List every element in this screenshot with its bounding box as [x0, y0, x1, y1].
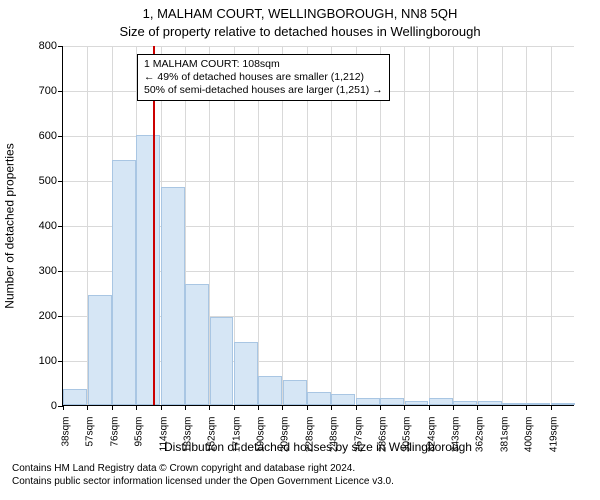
y-tick-label: 300 — [17, 265, 57, 277]
y-tick-label: 800 — [17, 40, 57, 52]
y-tick-mark — [58, 361, 63, 362]
x-tick-mark — [429, 405, 430, 410]
histogram-bar — [551, 403, 575, 405]
x-tick-mark — [307, 405, 308, 410]
histogram-bar — [526, 403, 550, 405]
histogram-plot: 1 MALHAM COURT: 108sqm← 49% of detached … — [62, 46, 574, 406]
histogram-bar — [88, 295, 112, 405]
gridline-h — [63, 46, 574, 47]
y-tick-mark — [58, 271, 63, 272]
histogram-bar — [453, 401, 477, 405]
y-tick-label: 100 — [17, 355, 57, 367]
x-tick-mark — [87, 405, 88, 410]
histogram-bar — [307, 392, 331, 406]
annotation-line: 1 MALHAM COURT: 108sqm — [144, 58, 383, 71]
x-tick-mark — [502, 405, 503, 410]
x-tick-mark — [551, 405, 552, 410]
histogram-bar — [356, 398, 380, 405]
annotation-box: 1 MALHAM COURT: 108sqm← 49% of detached … — [137, 54, 390, 101]
x-tick-mark — [380, 405, 381, 410]
y-tick-label: 200 — [17, 310, 57, 322]
y-tick-label: 600 — [17, 130, 57, 142]
page: 1, MALHAM COURT, WELLINGBOROUGH, NN8 5QH… — [0, 0, 600, 500]
x-tick-mark — [526, 405, 527, 410]
x-tick-mark — [356, 405, 357, 410]
gridline-v — [453, 46, 454, 405]
gridline-v — [404, 46, 405, 405]
x-tick-mark — [136, 405, 137, 410]
histogram-bar — [136, 135, 160, 405]
y-tick-label: 700 — [17, 85, 57, 97]
y-tick-mark — [58, 226, 63, 227]
x-tick-mark — [282, 405, 283, 410]
footer-line: Contains HM Land Registry data © Crown c… — [12, 462, 394, 475]
y-axis-label: Number of detached properties — [2, 46, 18, 406]
y-tick-mark — [58, 136, 63, 137]
y-tick-label: 400 — [17, 220, 57, 232]
histogram-bar — [112, 160, 136, 405]
y-tick-mark — [58, 46, 63, 47]
y-tick-mark — [58, 91, 63, 92]
histogram-bar — [502, 403, 526, 405]
histogram-bar — [283, 380, 307, 405]
histogram-bar — [429, 398, 453, 405]
annotation-line: 50% of semi-detached houses are larger (… — [144, 84, 383, 97]
page-subtitle: Size of property relative to detached ho… — [0, 24, 600, 39]
x-tick-mark — [477, 405, 478, 410]
x-tick-mark — [258, 405, 259, 410]
histogram-bar — [478, 401, 502, 406]
histogram-bar — [63, 389, 87, 405]
x-tick-mark — [185, 405, 186, 410]
histogram-bar — [258, 376, 282, 405]
y-tick-label: 500 — [17, 175, 57, 187]
x-tick-mark — [234, 405, 235, 410]
histogram-bar — [331, 394, 355, 405]
x-tick-mark — [404, 405, 405, 410]
x-tick-mark — [453, 405, 454, 410]
gridline-v — [502, 46, 503, 405]
y-tick-mark — [58, 316, 63, 317]
annotation-line: ← 49% of detached houses are smaller (1,… — [144, 71, 383, 84]
x-tick-mark — [112, 405, 113, 410]
x-axis-label: Distribution of detached houses by size … — [62, 440, 574, 454]
gridline-v — [477, 46, 478, 405]
x-tick-mark — [331, 405, 332, 410]
y-tick-label: 0 — [17, 400, 57, 412]
x-tick-mark — [63, 405, 64, 410]
y-tick-mark — [58, 181, 63, 182]
histogram-bar — [185, 284, 209, 406]
histogram-bar — [210, 317, 234, 405]
gridline-v — [551, 46, 552, 405]
page-title: 1, MALHAM COURT, WELLINGBOROUGH, NN8 5QH — [0, 6, 600, 21]
histogram-bar — [380, 398, 404, 405]
gridline-v — [429, 46, 430, 405]
attribution-footer: Contains HM Land Registry data © Crown c… — [12, 462, 394, 488]
histogram-bar — [405, 401, 429, 406]
x-tick-mark — [209, 405, 210, 410]
histogram-bar — [234, 342, 258, 405]
footer-line: Contains public sector information licen… — [12, 475, 394, 488]
histogram-bar — [161, 187, 185, 405]
gridline-v — [526, 46, 527, 405]
x-tick-mark — [161, 405, 162, 410]
